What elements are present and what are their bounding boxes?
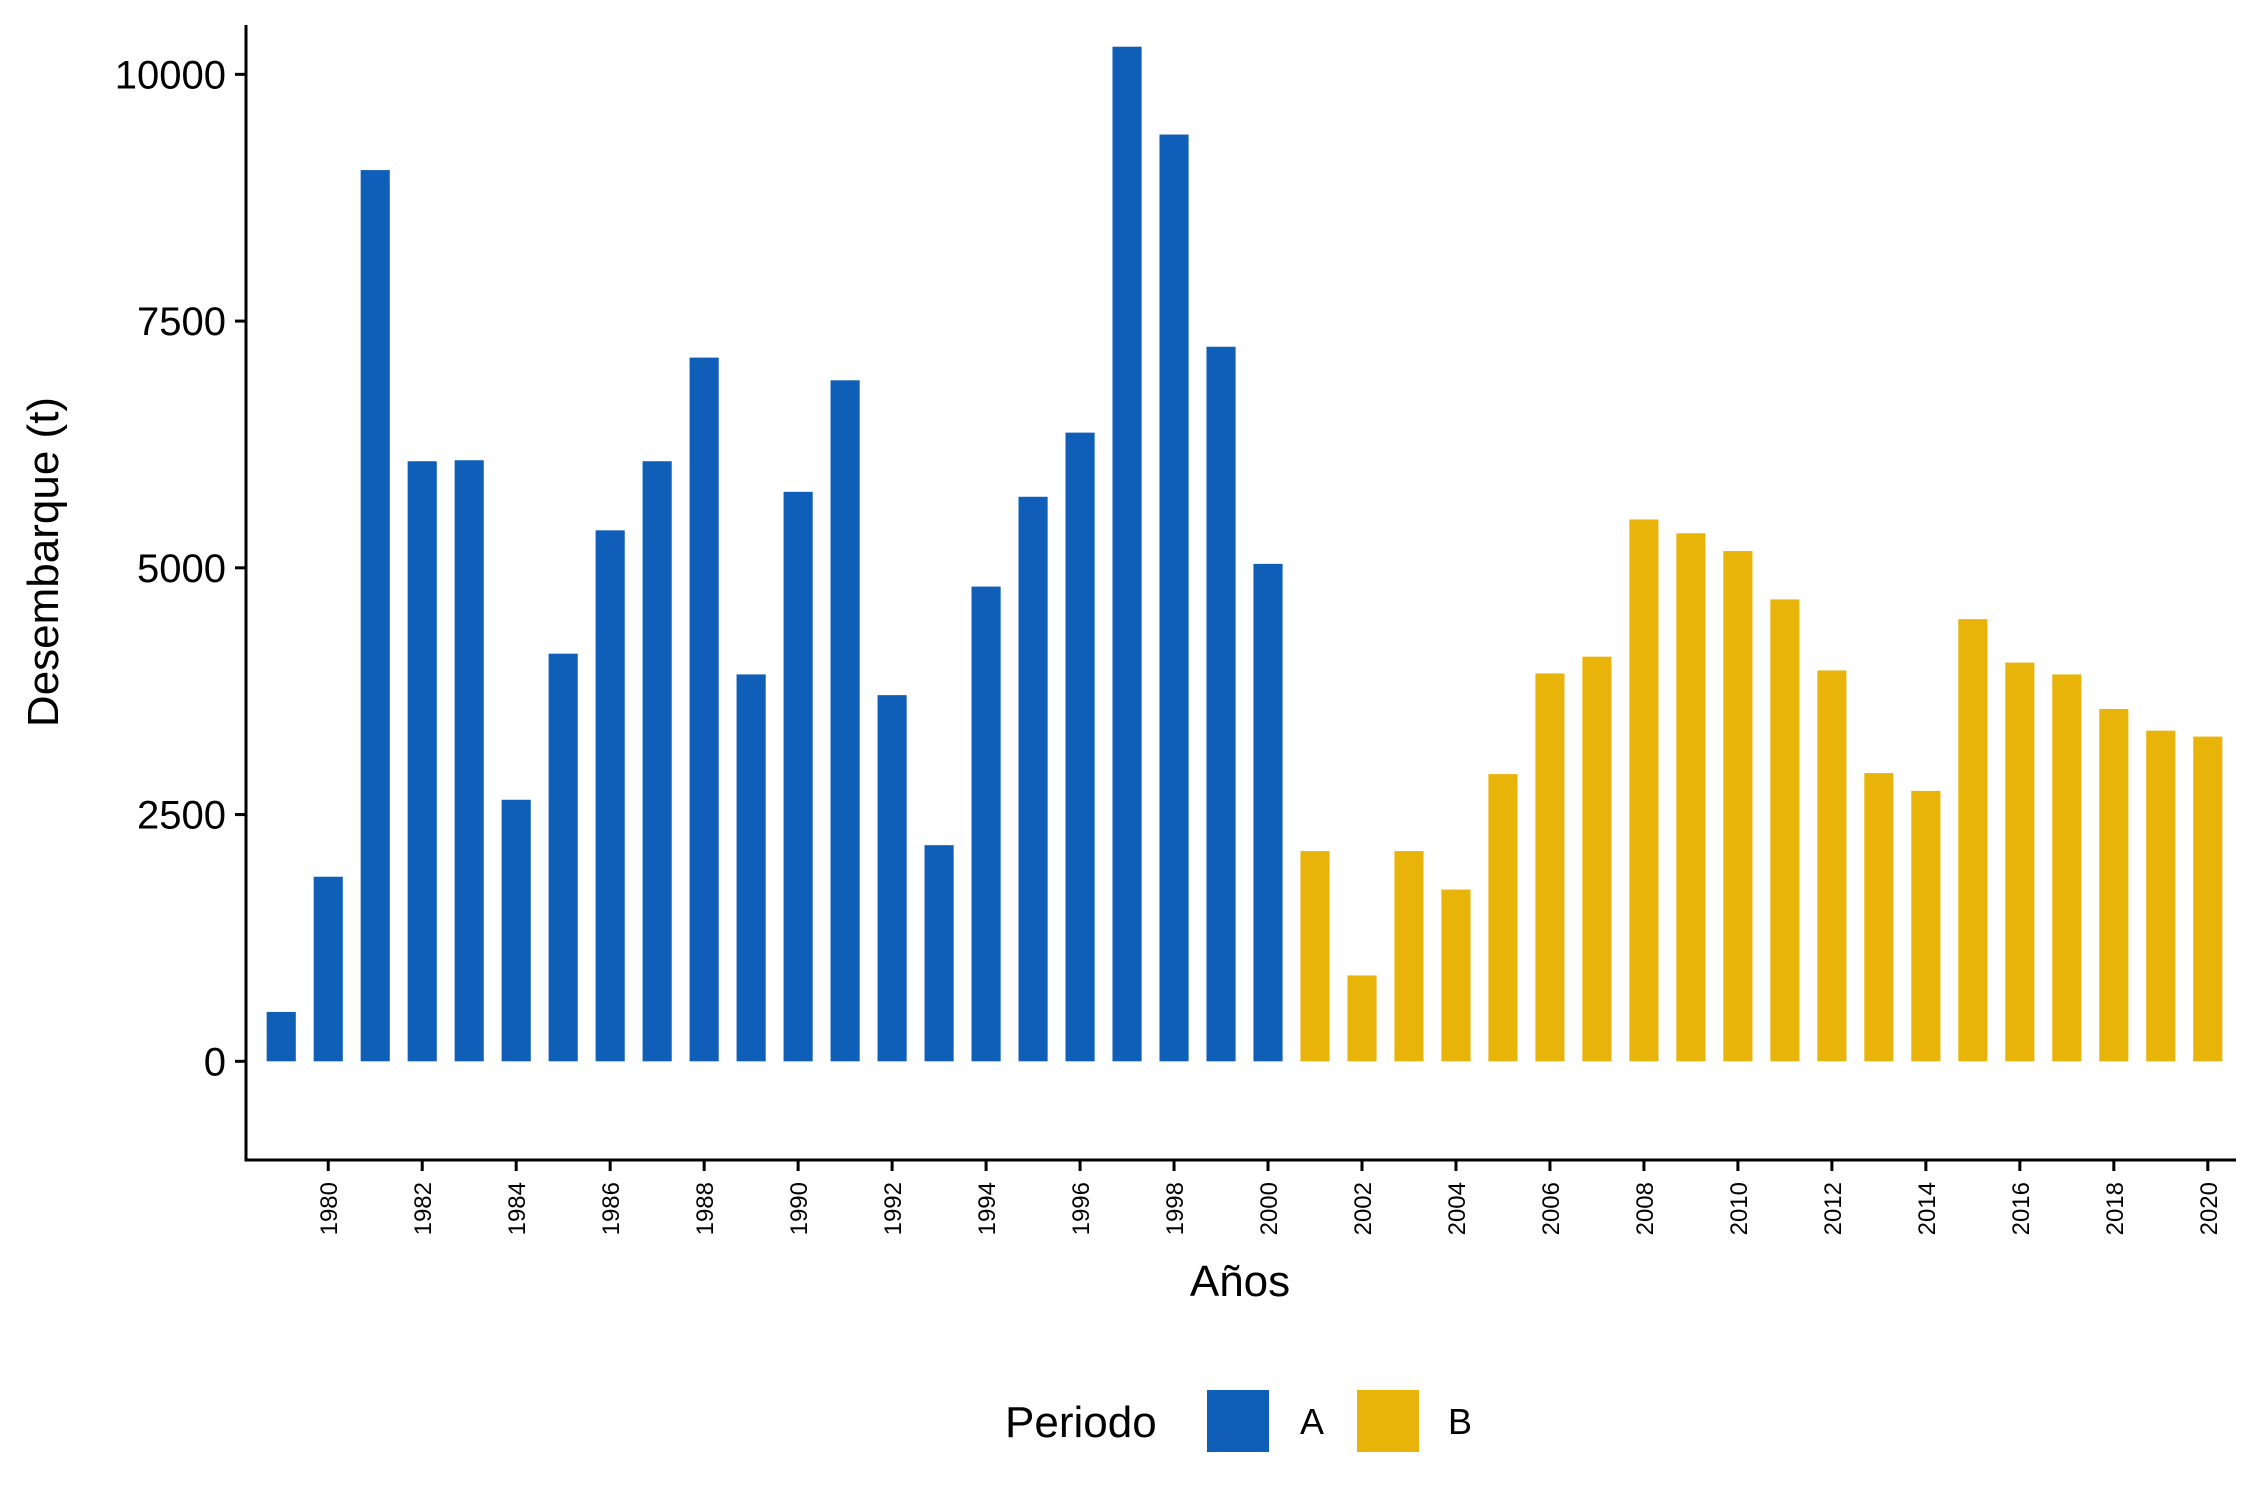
bar-1986 (595, 530, 625, 1062)
bar-2002 (1347, 975, 1377, 1062)
x-tick-label: 1994 (974, 1182, 1001, 1235)
y-tick-label: 0 (204, 1040, 226, 1084)
bar-1994 (971, 586, 1001, 1062)
bar-2011 (1770, 599, 1800, 1062)
bar-2016 (2005, 662, 2035, 1062)
bar-2005 (1488, 774, 1518, 1062)
x-tick-label: 1990 (786, 1182, 813, 1235)
x-tick-label: 2020 (2196, 1182, 2223, 1235)
bar-2001 (1300, 851, 1330, 1062)
bar-1984 (501, 799, 531, 1062)
bar-2004 (1441, 889, 1471, 1062)
x-tick-label: 2016 (2008, 1182, 2035, 1235)
bar-1995 (1018, 496, 1048, 1062)
bar-1988 (689, 357, 719, 1062)
legend-label-b: B (1448, 1401, 1472, 1442)
bar-1993 (924, 845, 954, 1062)
x-tick-label: 2008 (1632, 1182, 1659, 1235)
bar-2000 (1253, 563, 1283, 1062)
y-tick-label: 2500 (137, 794, 226, 838)
x-tick-label: 2012 (1820, 1182, 1847, 1235)
bar-2009 (1676, 533, 1706, 1062)
x-axis-title: Años (1190, 1257, 1290, 1306)
x-tick-label: 2014 (1914, 1182, 1941, 1235)
legend-swatch-a (1207, 1390, 1269, 1452)
legend: Periodo A B (1005, 1390, 1472, 1452)
bar-1980 (313, 876, 343, 1062)
bar-1981 (360, 170, 390, 1062)
legend-swatch-b (1357, 1390, 1419, 1452)
x-tick-label: 1980 (316, 1182, 343, 1235)
bar-1983 (454, 460, 484, 1062)
x-tick-label: 1996 (1068, 1182, 1095, 1235)
bar-1992 (877, 695, 907, 1062)
bar-1997 (1112, 46, 1142, 1062)
x-tick-label: 1992 (880, 1182, 907, 1235)
bar-1999 (1206, 346, 1236, 1062)
bar-2017 (2052, 674, 2082, 1062)
bar-2013 (1864, 773, 1894, 1062)
bar-2015 (1958, 619, 1988, 1062)
bar-2006 (1535, 673, 1565, 1062)
bar-2020 (2193, 736, 2223, 1062)
y-axis-ticks: 0 2500 5000 7500 10000 (115, 53, 246, 1084)
y-axis-title: Desembarque (t) (19, 397, 68, 727)
y-tick-label: 7500 (137, 300, 226, 344)
bar-1979 (266, 1011, 296, 1062)
legend-title: Periodo (1005, 1398, 1157, 1447)
x-tick-label: 1998 (1162, 1182, 1189, 1235)
x-tick-label: 2002 (1350, 1182, 1377, 1235)
bar-1982 (407, 461, 437, 1062)
bar-2003 (1394, 851, 1424, 1062)
x-axis-ticks: 1980 1982 1984 1986 1988 1990 1992 1994 1996 1998… (316, 1160, 2223, 1235)
bar-2019 (2146, 730, 2176, 1062)
bar-1989 (736, 674, 766, 1062)
bar-1990 (783, 491, 813, 1062)
x-tick-label: 1984 (504, 1182, 531, 1235)
bar-1991 (830, 380, 860, 1062)
legend-label-a: A (1300, 1401, 1324, 1442)
bar-2010 (1723, 551, 1753, 1062)
x-tick-label: 2006 (1538, 1182, 1565, 1235)
bar-2014 (1911, 790, 1941, 1062)
bars-group (266, 46, 2223, 1062)
bar-1998 (1159, 134, 1189, 1062)
x-tick-label: 1986 (598, 1182, 625, 1235)
x-tick-label: 2000 (1256, 1182, 1283, 1235)
x-tick-label: 1982 (410, 1182, 437, 1235)
bar-2012 (1817, 670, 1847, 1062)
x-tick-label: 2018 (2102, 1182, 2129, 1235)
y-tick-label: 10000 (115, 53, 226, 97)
bar-2007 (1582, 656, 1612, 1062)
bar-1985 (548, 653, 578, 1062)
x-tick-label: 2010 (1726, 1182, 1753, 1235)
y-tick-label: 5000 (137, 547, 226, 591)
bar-1987 (642, 461, 672, 1062)
x-tick-label: 2004 (1444, 1182, 1471, 1235)
bar-1996 (1065, 432, 1095, 1062)
bar-2018 (2099, 708, 2129, 1062)
bar-2008 (1629, 519, 1659, 1062)
x-tick-label: 1988 (692, 1182, 719, 1235)
